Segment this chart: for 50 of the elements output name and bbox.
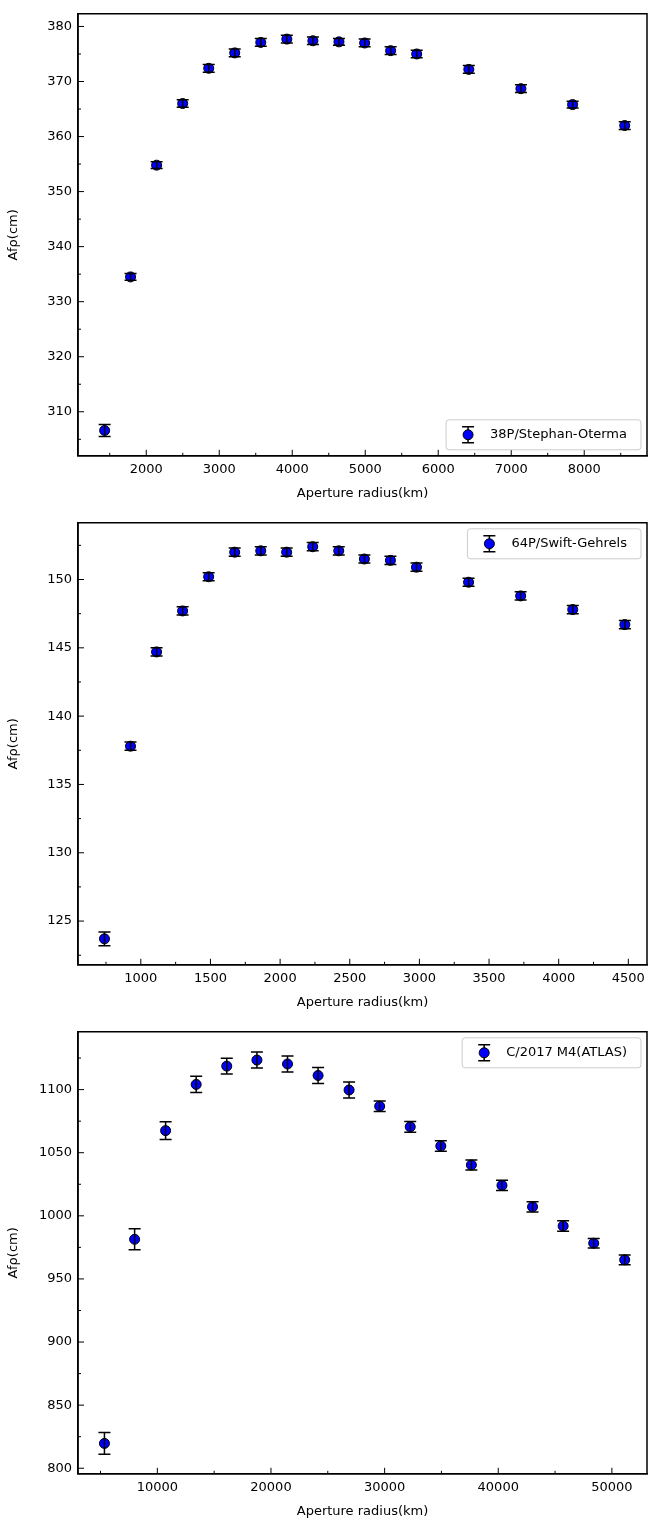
y-tick-label: 310 [47, 403, 72, 419]
y-tick-label: 370 [47, 72, 72, 88]
x-tick-label: 2000 [129, 460, 163, 476]
x-tick-label: 2000 [263, 969, 297, 985]
legend-label: C/2017 M4(ATLAS) [506, 1044, 628, 1060]
x-tick-label: 3000 [402, 969, 436, 985]
y-tick-label: 130 [47, 844, 72, 860]
x-tick-label: 4500 [611, 969, 645, 985]
x-tick-label: 50000 [591, 1478, 633, 1494]
x-tick-label: 1500 [193, 969, 228, 985]
y-tick-label: 330 [47, 293, 72, 309]
y-axis-title: Afρ(cm) [5, 718, 21, 770]
x-tick-label: 3500 [472, 969, 506, 985]
y-tick-label: 380 [47, 17, 72, 33]
y-tick-label: 950 [47, 1270, 72, 1286]
x-tick-label: 30000 [363, 1478, 406, 1494]
legend-label: 64P/Swift-Gehrels [511, 535, 628, 551]
x-tick-label: 20000 [250, 1478, 292, 1494]
y-tick-label: 340 [47, 238, 72, 254]
x-axis-title: Aperture radius(km) [296, 993, 429, 1009]
x-tick-label: 7000 [494, 460, 528, 476]
x-tick-label: 40000 [477, 1478, 519, 1494]
x-tick-label: 6000 [421, 460, 455, 476]
y-tick-label: 350 [47, 182, 72, 198]
y-axis-title: Afρ(cm) [5, 209, 21, 261]
y-tick-label: 800 [47, 1459, 72, 1475]
y-tick-label: 135 [47, 775, 72, 791]
y-tick-label: 900 [47, 1333, 72, 1349]
y-axis-title: Afρ(cm) [5, 1227, 21, 1279]
y-tick-label: 150 [47, 570, 72, 586]
x-tick-label: 2500 [333, 969, 367, 985]
y-tick-label: 1050 [38, 1144, 72, 1160]
y-tick-label: 1100 [38, 1080, 72, 1096]
x-axis-title: Aperture radius(km) [296, 1502, 429, 1518]
x-tick-label: 3000 [202, 460, 236, 476]
y-tick-label: 125 [47, 912, 72, 928]
x-tick-label: 1000 [124, 969, 158, 985]
legend-label: 38P/Stephan-Oterma [490, 426, 628, 442]
y-tick-label: 140 [47, 707, 72, 723]
x-tick-label: 4000 [542, 969, 576, 985]
x-tick-label: 5000 [348, 460, 382, 476]
y-tick-label: 850 [47, 1396, 72, 1412]
y-tick-label: 360 [47, 127, 72, 143]
x-tick-label: 8000 [567, 460, 601, 476]
x-axis-title: Aperture radius(km) [296, 484, 429, 500]
x-tick-label: 4000 [275, 460, 309, 476]
y-tick-label: 145 [47, 639, 72, 655]
y-tick-label: 1000 [38, 1207, 72, 1223]
x-tick-label: 10000 [136, 1478, 179, 1494]
y-tick-label: 320 [47, 348, 72, 364]
